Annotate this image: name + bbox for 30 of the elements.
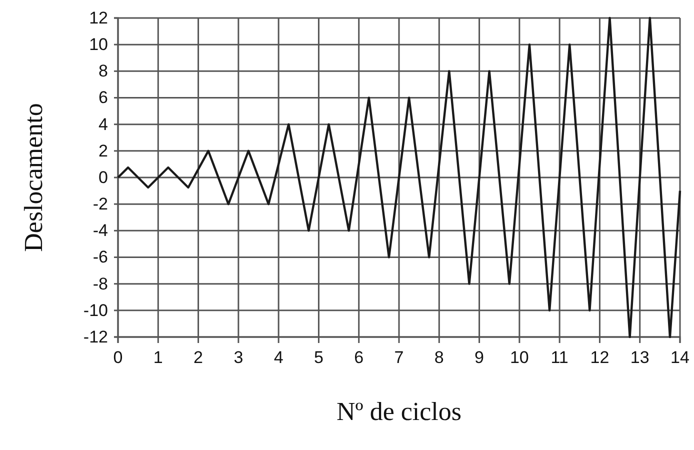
x-tick-label: 6 — [354, 348, 364, 368]
y-tick-label: 0 — [98, 168, 108, 187]
x-tick-label: 7 — [394, 348, 404, 368]
y-tick-label: 12 — [89, 8, 108, 28]
y-tick-label: 6 — [98, 88, 108, 108]
y-tick-label: 2 — [98, 141, 108, 160]
y-axis-title: Deslocamento — [19, 103, 48, 252]
y-tick-label: -6 — [92, 248, 108, 267]
y-tick-label: -2 — [92, 194, 108, 214]
y-tick-label: -8 — [92, 274, 108, 294]
x-tick-label: 13 — [630, 348, 650, 368]
x-tick-label: 9 — [474, 348, 484, 368]
y-tick-label: 4 — [98, 114, 108, 134]
x-tick-label: 0 — [113, 348, 123, 368]
x-tick-label: 4 — [274, 348, 284, 368]
x-tick-label: 12 — [590, 348, 610, 368]
x-tick-label: 14 — [670, 348, 690, 368]
x-axis-title: Nº de ciclos — [336, 397, 462, 426]
y-tick-label: -10 — [83, 300, 108, 320]
x-tick-label: 1 — [153, 348, 163, 368]
y-tick-label: -12 — [83, 327, 108, 346]
x-tick-label: 5 — [314, 348, 324, 368]
y-tick-label: 8 — [98, 62, 108, 81]
x-tick-label: 2 — [194, 348, 204, 368]
y-tick-label: 10 — [89, 35, 108, 54]
x-tick-label: 8 — [434, 348, 444, 368]
x-tick-label: 11 — [550, 348, 568, 368]
x-tick-label: 10 — [510, 348, 529, 368]
y-tick-label: -4 — [92, 221, 108, 240]
x-tick-label: 3 — [234, 348, 244, 368]
